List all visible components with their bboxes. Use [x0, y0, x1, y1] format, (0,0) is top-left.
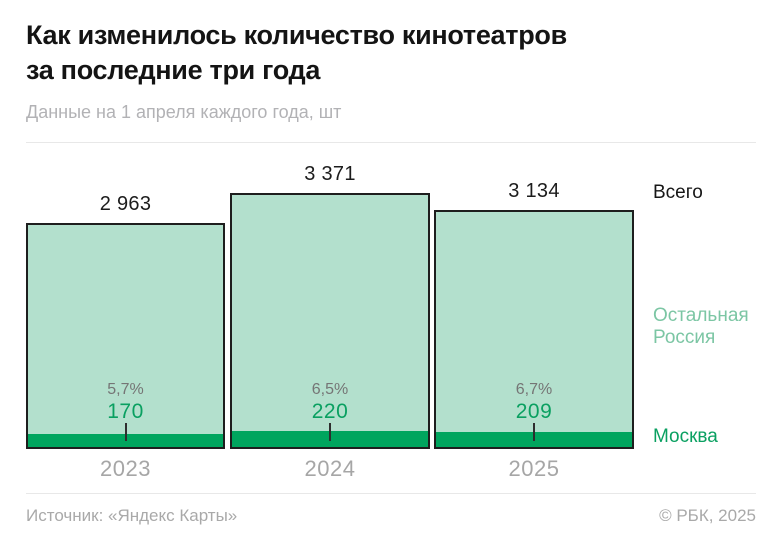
footer: Источник: «Яндекс Карты» © РБК, 2025 [26, 506, 756, 526]
page-title-line2: за последние три года [26, 55, 321, 85]
total-value-2023: 2 963 [99, 193, 152, 215]
bottom-divider [26, 493, 756, 494]
source-credit: Источник: «Яндекс Карты» [26, 506, 238, 525]
axis-label-2023: 2023 [100, 456, 151, 481]
axis-label-2024: 2024 [304, 456, 356, 481]
moscow-value-2025: 209 [515, 400, 553, 423]
moscow-pct-2023: 5,7% [107, 381, 144, 398]
moscow-value-2023: 170 [107, 400, 144, 423]
moscow-tick-2023 [124, 423, 127, 441]
legend-rest-of-russia-label: Остальная Россия [653, 305, 749, 348]
legend-moscow-label: Москва [653, 426, 718, 447]
moscow-tick-2024 [329, 423, 331, 441]
copyright-notice: © РБК, 2025 [659, 506, 756, 525]
moscow-value-2024: 220 [311, 400, 349, 423]
total-value-2025: 3 134 [508, 180, 560, 202]
bar-group-2025: 3 134 6,7% 209 2025 [434, 0, 634, 552]
chart-subtitle: Данные на 1 апреля каждого года, шт [26, 102, 342, 122]
moscow-tick-2025 [533, 423, 535, 441]
moscow-pct-2025: 6,7% [515, 381, 553, 398]
bar-group-2023: 2 963 5,7% 170 2023 [26, 0, 225, 552]
bar-2024 [230, 193, 430, 449]
page-title: Как изменилось количество кинотеатров за… [26, 18, 756, 88]
bar-group-2024: 3 371 6,5% 220 2024 [230, 0, 430, 552]
legend-total-label: Всего [653, 182, 703, 203]
top-divider [26, 142, 756, 143]
moscow-pct-2024: 6,5% [311, 381, 349, 398]
total-value-2024: 3 371 [304, 163, 356, 185]
page-title-line1: Как изменилось количество кинотеатров [26, 20, 567, 50]
axis-label-2025: 2025 [508, 456, 560, 481]
